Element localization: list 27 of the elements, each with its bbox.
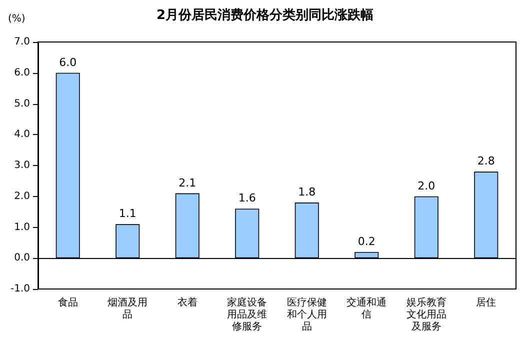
x-tick-label: 交通和通信 [346, 296, 387, 320]
x-tick-label: 娱乐教育文化用品及服务 [406, 296, 446, 332]
data-label: 1.1 [118, 207, 136, 220]
data-label: 0.2 [358, 234, 376, 248]
data-label: 1.8 [298, 186, 316, 199]
data-label: 1.6 [238, 192, 256, 205]
y-tick-label: 1.0 [14, 222, 30, 233]
data-label: 2.8 [477, 154, 495, 168]
data-label: 2.0 [418, 179, 436, 192]
x-tick-label: 衣着 [177, 296, 198, 308]
y-axis-title: (%) [8, 14, 26, 24]
y-tick-label: 0.0 [14, 252, 30, 264]
y-tick-label: 7.0 [14, 36, 30, 48]
x-tick-label: 烟酒及用品 [108, 296, 148, 320]
y-tick-label: -1.0 [10, 284, 30, 294]
x-tick-label: 家庭设备用品及维修服务 [227, 296, 268, 332]
x-tick-label: 食品 [58, 296, 78, 308]
chart-title: 2月份居民消费价格分类别同比涨跌幅 [156, 8, 374, 23]
data-label: 2.1 [178, 176, 196, 190]
x-tick-label: 居住 [476, 298, 496, 308]
data-label: 6.0 [59, 56, 77, 69]
x-tick-label: 医疗保健和个人用品 [286, 296, 327, 332]
y-tick-label: 2.0 [14, 190, 30, 202]
y-tick-label: 5.0 [14, 98, 30, 110]
y-tick-label: 6.0 [14, 67, 30, 78]
y-tick-label: 3.0 [14, 160, 30, 171]
y-tick-label: 4.0 [14, 129, 30, 140]
